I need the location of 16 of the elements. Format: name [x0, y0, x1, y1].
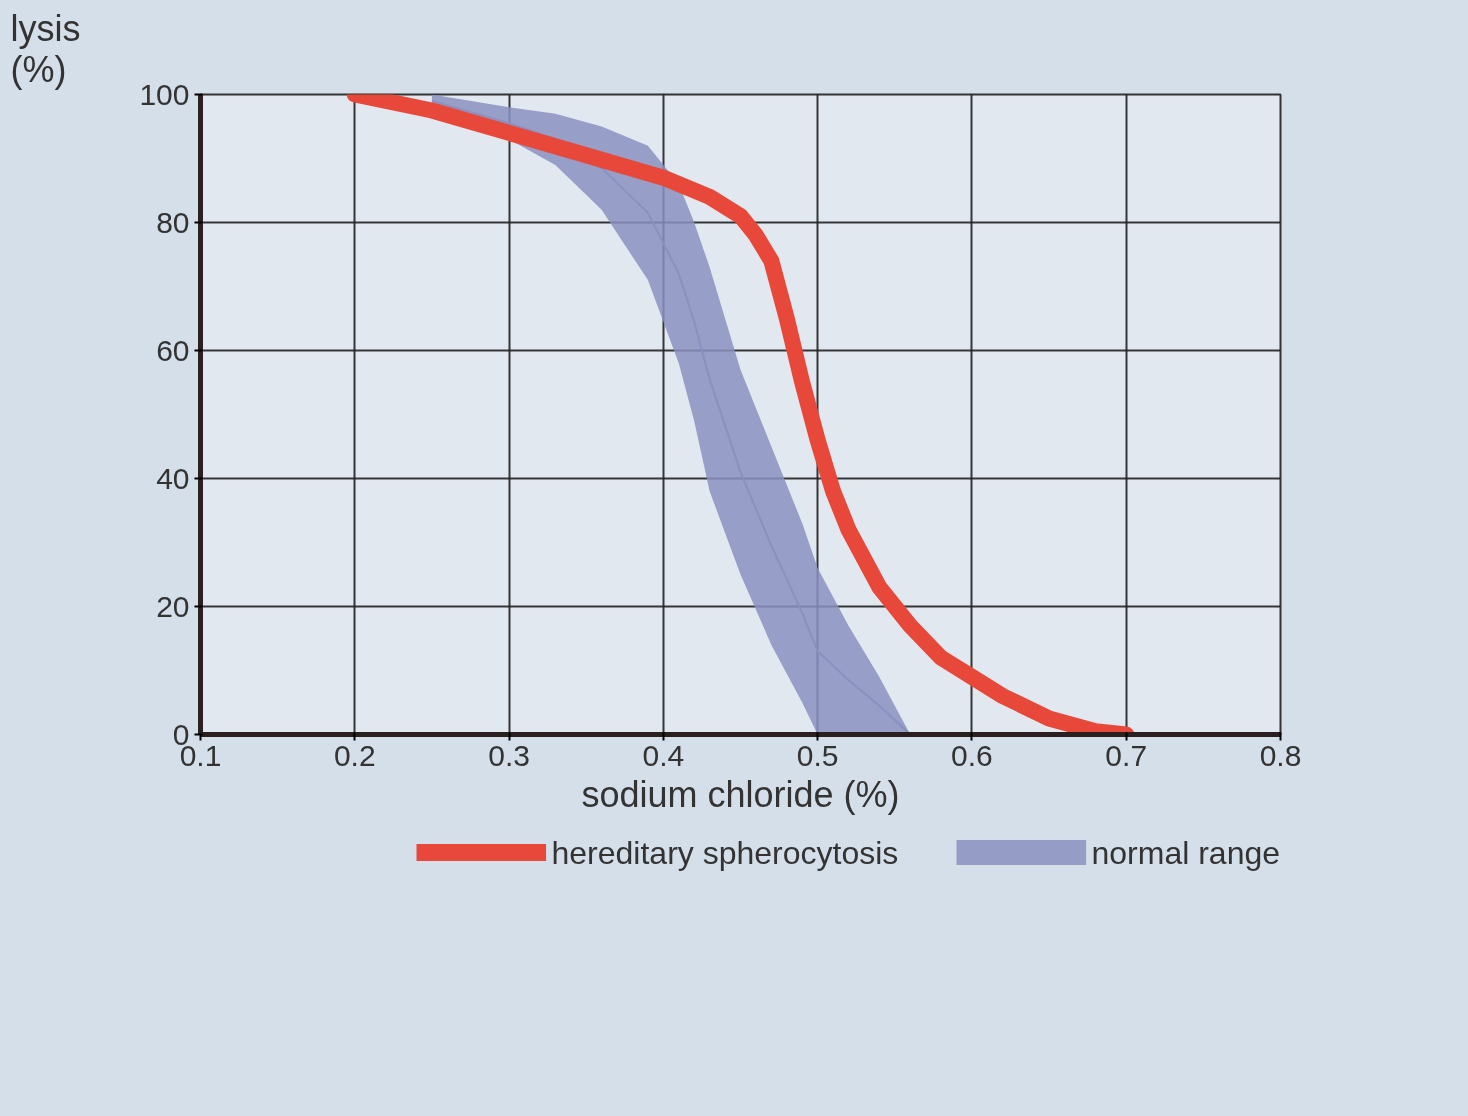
- x-tick-label: 0.7: [1105, 738, 1148, 772]
- y-tick-label: 80: [156, 205, 190, 239]
- x-tick-label: 0.2: [333, 738, 376, 772]
- legend-label: normal range: [1091, 834, 1281, 871]
- y-tick-label: 60: [156, 333, 190, 367]
- x-tick-label: 0.3: [488, 738, 530, 772]
- y-tick-label: 40: [156, 461, 190, 495]
- x-tick-label: 0.8: [1259, 738, 1302, 772]
- x-axis-title: sodium chloride (%): [581, 773, 900, 815]
- x-tick-label: 0.5: [796, 738, 839, 772]
- x-tick-label: 0.4: [642, 738, 685, 772]
- legend-label: hereditary spherocytosis: [551, 834, 899, 871]
- y-tick-label: 20: [156, 589, 190, 623]
- y-tick-label: 100: [139, 77, 190, 111]
- x-tick-label: 0.6: [951, 738, 993, 772]
- y-axis-title: lysis (%): [10, 7, 81, 90]
